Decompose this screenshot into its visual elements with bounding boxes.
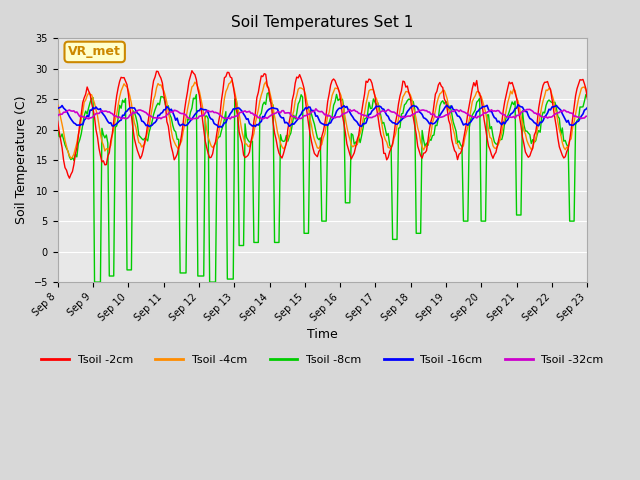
Text: VR_met: VR_met	[68, 46, 121, 59]
Title: Soil Temperatures Set 1: Soil Temperatures Set 1	[231, 15, 413, 30]
Legend: Tsoil -2cm, Tsoil -4cm, Tsoil -8cm, Tsoil -16cm, Tsoil -32cm: Tsoil -2cm, Tsoil -4cm, Tsoil -8cm, Tsoi…	[37, 350, 608, 369]
X-axis label: Time: Time	[307, 328, 338, 341]
Y-axis label: Soil Temperature (C): Soil Temperature (C)	[15, 96, 28, 224]
